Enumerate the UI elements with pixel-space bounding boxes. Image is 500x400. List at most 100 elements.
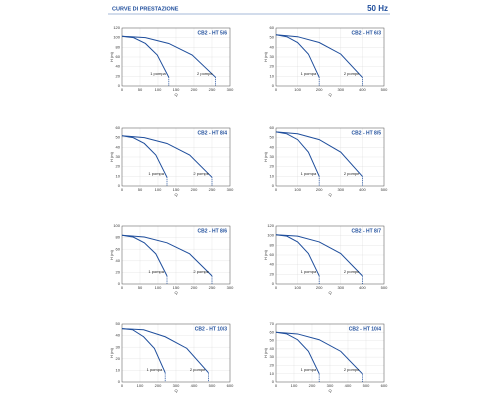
x-tick-label: 300 (227, 87, 234, 92)
curve (275, 34, 363, 78)
y-tick-label: 30 (116, 154, 121, 159)
x-tick-label: 200 (316, 187, 323, 192)
x-tick-label: 0 (275, 383, 278, 388)
page-title: CURVE DI PRESTAZIONE (112, 6, 179, 12)
y-tick-label: 100 (113, 223, 120, 228)
x-tick-label: 200 (155, 383, 162, 388)
x-tick-label: 200 (191, 87, 198, 92)
x-tick-label: 600 (381, 383, 388, 388)
x-tick-label: 300 (337, 187, 344, 192)
x-tick-label: 500 (363, 383, 370, 388)
y-axis-label: H (m) (109, 51, 114, 62)
x-tick-label: 600 (227, 383, 234, 388)
y-tick-label: 20 (270, 362, 275, 367)
y-tick-label: 40 (270, 346, 275, 351)
y-tick-label: 0 (272, 183, 275, 188)
plot-frame (275, 225, 385, 285)
y-axis-label: H (m) (109, 151, 114, 162)
x-tick-label: 200 (191, 285, 198, 290)
y-tick-label: 50 (116, 321, 121, 326)
x-tick-label: 250 (209, 285, 216, 290)
x-tick-label: 500 (381, 187, 388, 192)
y-tick-label: 20 (270, 64, 275, 69)
y-tick-label: 30 (270, 154, 275, 159)
y-tick-label: 0 (118, 83, 121, 88)
x-tick-label: 200 (316, 87, 323, 92)
x-tick-label: 50 (138, 187, 143, 192)
x-tick-label: 300 (227, 285, 234, 290)
x-tick-label: 400 (345, 383, 352, 388)
series-label: 1 pompa (148, 171, 164, 176)
y-tick-label: 10 (270, 371, 275, 376)
plot-frame (275, 27, 385, 87)
y-tick-label: 40 (270, 262, 275, 267)
plot-frame (121, 127, 231, 187)
x-tick-label: 0 (121, 187, 124, 192)
y-tick-label: 10 (116, 367, 121, 372)
x-axis-label: Q (328, 192, 331, 197)
x-axis-label: Q (328, 290, 331, 295)
x-tick-label: 400 (191, 383, 198, 388)
chart-title: CB2 - HT 8/4 (198, 130, 228, 136)
curve (275, 331, 320, 374)
x-tick-label: 200 (309, 383, 316, 388)
series-label: 2 pompe (344, 367, 360, 372)
chart-title: CB2 - HT 8/6 (198, 228, 228, 234)
chart-title: CB2 - HT 8/5 (352, 130, 382, 136)
y-tick-label: 50 (270, 338, 275, 343)
series-label: 1 pompa (150, 71, 166, 76)
y-tick-label: 20 (270, 164, 275, 169)
plot-frame (275, 323, 385, 383)
plot-frame (121, 323, 231, 383)
y-tick-label: 60 (270, 329, 275, 334)
y-axis-label: H (m) (263, 347, 268, 358)
y-tick-label: 0 (272, 281, 275, 286)
x-tick-label: 50 (138, 285, 143, 290)
chart-title: CB2 - HT 8/7 (352, 228, 382, 234)
series-label: 2 pompe (193, 171, 209, 176)
chart-title: CB2 - HT 10/3 (195, 326, 227, 332)
x-tick-label: 0 (121, 87, 124, 92)
y-tick-label: 40 (116, 64, 121, 69)
series-label: 2 pompe (344, 171, 360, 176)
y-tick-label: 40 (116, 258, 121, 263)
y-tick-label: 40 (116, 333, 121, 338)
curve (121, 135, 168, 178)
y-tick-label: 80 (116, 44, 121, 49)
series-label: 2 pompe (197, 71, 213, 76)
y-tick-label: 60 (116, 246, 121, 251)
y-tick-label: 0 (272, 379, 275, 384)
x-tick-label: 0 (121, 383, 124, 388)
x-tick-label: 300 (173, 383, 180, 388)
x-tick-label: 400 (359, 87, 366, 92)
x-axis-label: Q (328, 388, 331, 393)
plot-frame (121, 225, 231, 285)
y-axis-label: H (m) (109, 249, 114, 260)
y-tick-label: 50 (270, 35, 275, 40)
plot-frame (121, 27, 231, 87)
y-tick-label: 20 (116, 356, 121, 361)
x-tick-label: 500 (381, 285, 388, 290)
x-tick-label: 300 (337, 87, 344, 92)
y-tick-label: 40 (270, 44, 275, 49)
x-tick-label: 100 (137, 383, 144, 388)
curve (121, 35, 216, 78)
y-tick-label: 0 (118, 281, 121, 286)
y-tick-label: 20 (116, 164, 121, 169)
series-label: 2 pompe (193, 269, 209, 274)
curve (275, 331, 363, 375)
y-tick-label: 10 (270, 73, 275, 78)
y-tick-label: 80 (270, 242, 275, 247)
x-tick-label: 250 (209, 87, 216, 92)
x-axis-label: Q (174, 388, 177, 393)
x-tick-label: 0 (275, 285, 278, 290)
y-tick-label: 20 (116, 73, 121, 78)
x-axis-label: Q (174, 290, 177, 295)
y-tick-label: 50 (270, 135, 275, 140)
y-tick-label: 60 (270, 125, 275, 130)
y-tick-label: 120 (113, 25, 120, 30)
y-tick-label: 100 (267, 233, 274, 238)
x-tick-label: 500 (209, 383, 216, 388)
series-label: 2 pompe (190, 367, 206, 372)
